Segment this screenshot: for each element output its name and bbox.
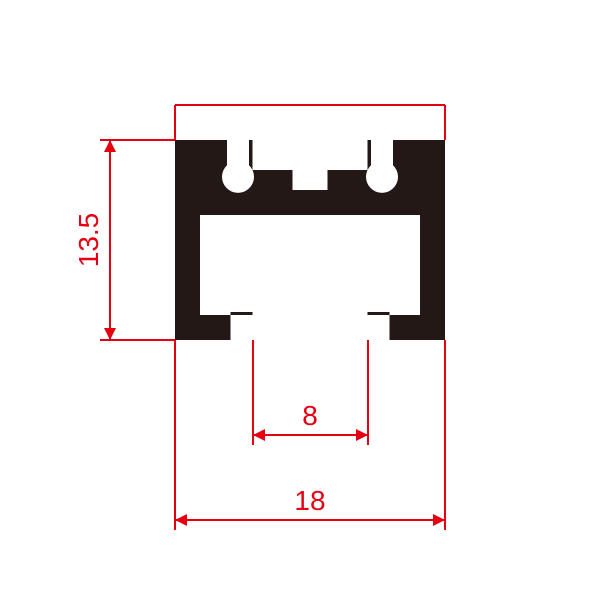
svg-text:18: 18 (294, 485, 325, 516)
svg-text:8: 8 (302, 400, 318, 431)
profile-cross-section (175, 140, 445, 340)
svg-text:13.5: 13.5 (73, 213, 104, 268)
